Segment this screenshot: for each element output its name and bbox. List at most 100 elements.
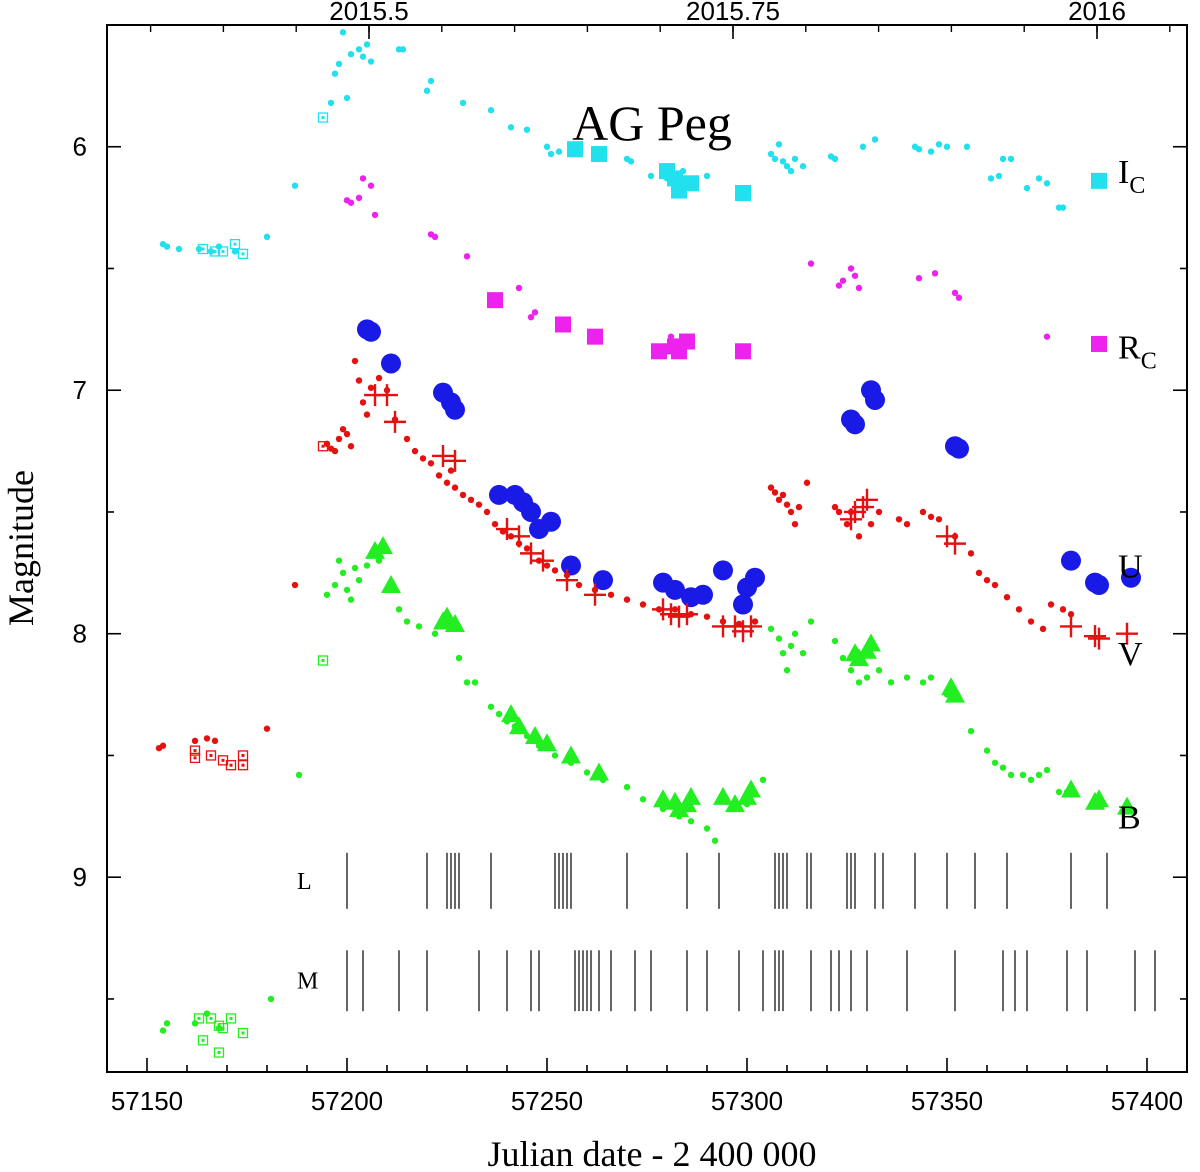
data-point xyxy=(767,625,775,633)
data-point xyxy=(995,172,1003,180)
square-point xyxy=(1091,172,1107,189)
x-tick-label: 57150 xyxy=(111,1086,183,1116)
x-tick-label: 57300 xyxy=(711,1086,783,1116)
data-point xyxy=(483,508,491,516)
data-point xyxy=(355,194,363,202)
y-tick-label: 6 xyxy=(73,132,87,162)
data-point xyxy=(903,674,911,681)
data-point xyxy=(523,126,531,133)
data-point xyxy=(623,783,631,791)
data-point xyxy=(263,233,271,241)
data-point xyxy=(363,562,371,569)
open-square-point xyxy=(189,752,201,764)
circle-point xyxy=(845,414,865,435)
open-square-center xyxy=(241,753,245,757)
circle-point xyxy=(541,511,561,532)
data-point xyxy=(1067,611,1075,618)
circle-point xyxy=(1121,567,1141,588)
data-point xyxy=(375,557,383,564)
square-point xyxy=(587,328,603,345)
open-square-point xyxy=(317,655,329,666)
series-label-v: V xyxy=(1118,636,1143,673)
data-point xyxy=(787,642,795,650)
plus-point xyxy=(1060,615,1082,638)
open-square-center xyxy=(193,756,197,760)
data-point xyxy=(403,435,411,443)
circle-point xyxy=(445,399,465,420)
data-point xyxy=(359,399,367,406)
triangle-point xyxy=(741,779,761,798)
data-point xyxy=(1015,606,1023,613)
data-point xyxy=(843,520,851,528)
data-point xyxy=(159,1027,167,1034)
data-point xyxy=(647,172,655,180)
data-point xyxy=(347,199,355,206)
data-point xyxy=(487,703,495,710)
data-point xyxy=(779,158,787,165)
data-point xyxy=(967,727,975,735)
data-point xyxy=(427,77,435,85)
data-point xyxy=(331,581,339,589)
data-point xyxy=(1043,180,1051,187)
top-tick-label: 2016 xyxy=(1068,0,1126,26)
data-point xyxy=(339,569,347,577)
square-point xyxy=(735,185,751,202)
open-square-point xyxy=(237,760,249,771)
x-tick-label: 57250 xyxy=(511,1086,583,1116)
data-point xyxy=(1019,771,1027,779)
data-point xyxy=(627,158,635,165)
square-point xyxy=(651,343,667,360)
circle-point xyxy=(561,555,581,576)
top-tick-label: 2015.5 xyxy=(329,0,409,26)
data-point xyxy=(367,384,375,391)
data-point xyxy=(367,182,375,189)
data-point xyxy=(355,377,363,384)
triangle-point xyxy=(373,536,393,555)
series-r-c xyxy=(343,175,1107,360)
circle-point xyxy=(593,570,613,591)
data-point xyxy=(703,825,711,832)
data-point xyxy=(639,601,647,608)
data-point xyxy=(339,29,347,36)
open-square-center xyxy=(229,763,233,767)
series-label-subscript: C xyxy=(1141,348,1157,374)
data-point xyxy=(363,411,371,418)
chart-title: AG Peg xyxy=(572,95,732,151)
data-point xyxy=(915,145,923,153)
x-tick-label: 57350 xyxy=(911,1086,983,1116)
data-point xyxy=(367,58,375,65)
data-point xyxy=(447,467,455,474)
series-b xyxy=(159,536,1137,1058)
data-point xyxy=(455,654,463,662)
x-tick-label: 57200 xyxy=(311,1086,383,1116)
triangle-point xyxy=(1089,789,1109,808)
data-point xyxy=(1047,601,1055,608)
data-point xyxy=(163,1020,171,1027)
open-square-center xyxy=(321,116,325,120)
data-point xyxy=(787,508,795,516)
data-point xyxy=(159,742,167,749)
circle-point xyxy=(745,567,765,588)
circle-point xyxy=(361,321,381,342)
data-point xyxy=(875,508,883,516)
data-point xyxy=(523,545,531,552)
square-point xyxy=(567,141,583,158)
data-point xyxy=(839,654,847,662)
square-point xyxy=(487,292,503,309)
data-point xyxy=(431,233,439,241)
square-point xyxy=(667,170,683,187)
square-point xyxy=(683,175,699,192)
data-point xyxy=(347,443,355,450)
data-point xyxy=(775,635,783,642)
data-point xyxy=(659,805,667,813)
data-point xyxy=(927,148,935,155)
data-point xyxy=(543,143,551,150)
data-point xyxy=(1027,776,1035,784)
data-point xyxy=(351,357,359,365)
data-point xyxy=(991,759,999,766)
open-square-point xyxy=(237,248,249,260)
data-point xyxy=(1055,788,1063,796)
axes: 57150 57200 57250 57300 57350 57400 2015.5 2015… xyxy=(73,0,1187,1116)
triangle-point xyxy=(501,704,521,723)
data-point xyxy=(351,564,359,572)
